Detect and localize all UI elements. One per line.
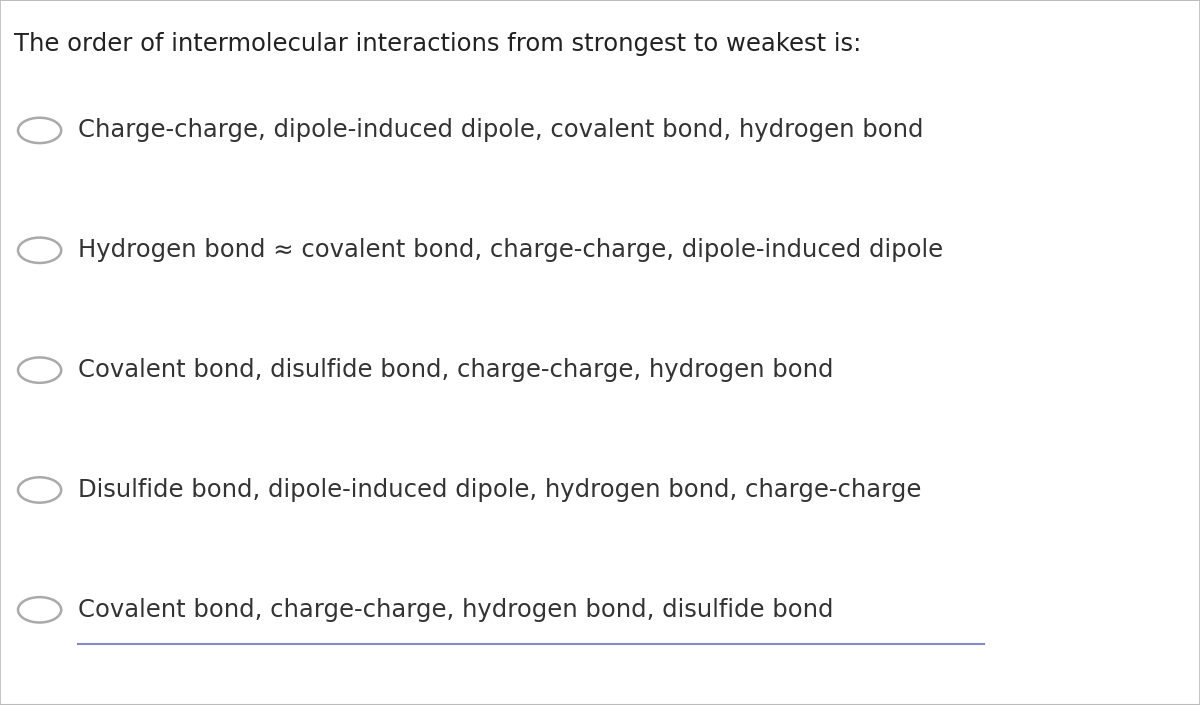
Text: Disulfide bond, dipole-induced dipole, hydrogen bond, charge-charge: Disulfide bond, dipole-induced dipole, h… xyxy=(78,478,922,502)
Text: Hydrogen bond ≈ covalent bond, charge-charge, dipole-induced dipole: Hydrogen bond ≈ covalent bond, charge-ch… xyxy=(78,238,943,262)
Text: Covalent bond, disulfide bond, charge-charge, hydrogen bond: Covalent bond, disulfide bond, charge-ch… xyxy=(78,358,834,382)
Circle shape xyxy=(18,357,61,383)
Text: Charge-charge, dipole-induced dipole, covalent bond, hydrogen bond: Charge-charge, dipole-induced dipole, co… xyxy=(78,118,924,142)
Text: Covalent bond, charge-charge, hydrogen bond, disulfide bond: Covalent bond, charge-charge, hydrogen b… xyxy=(78,598,834,622)
Text: The order of intermolecular interactions from strongest to weakest is:: The order of intermolecular interactions… xyxy=(14,32,862,56)
Circle shape xyxy=(18,477,61,503)
Circle shape xyxy=(18,238,61,263)
Circle shape xyxy=(18,597,61,623)
Circle shape xyxy=(18,118,61,143)
